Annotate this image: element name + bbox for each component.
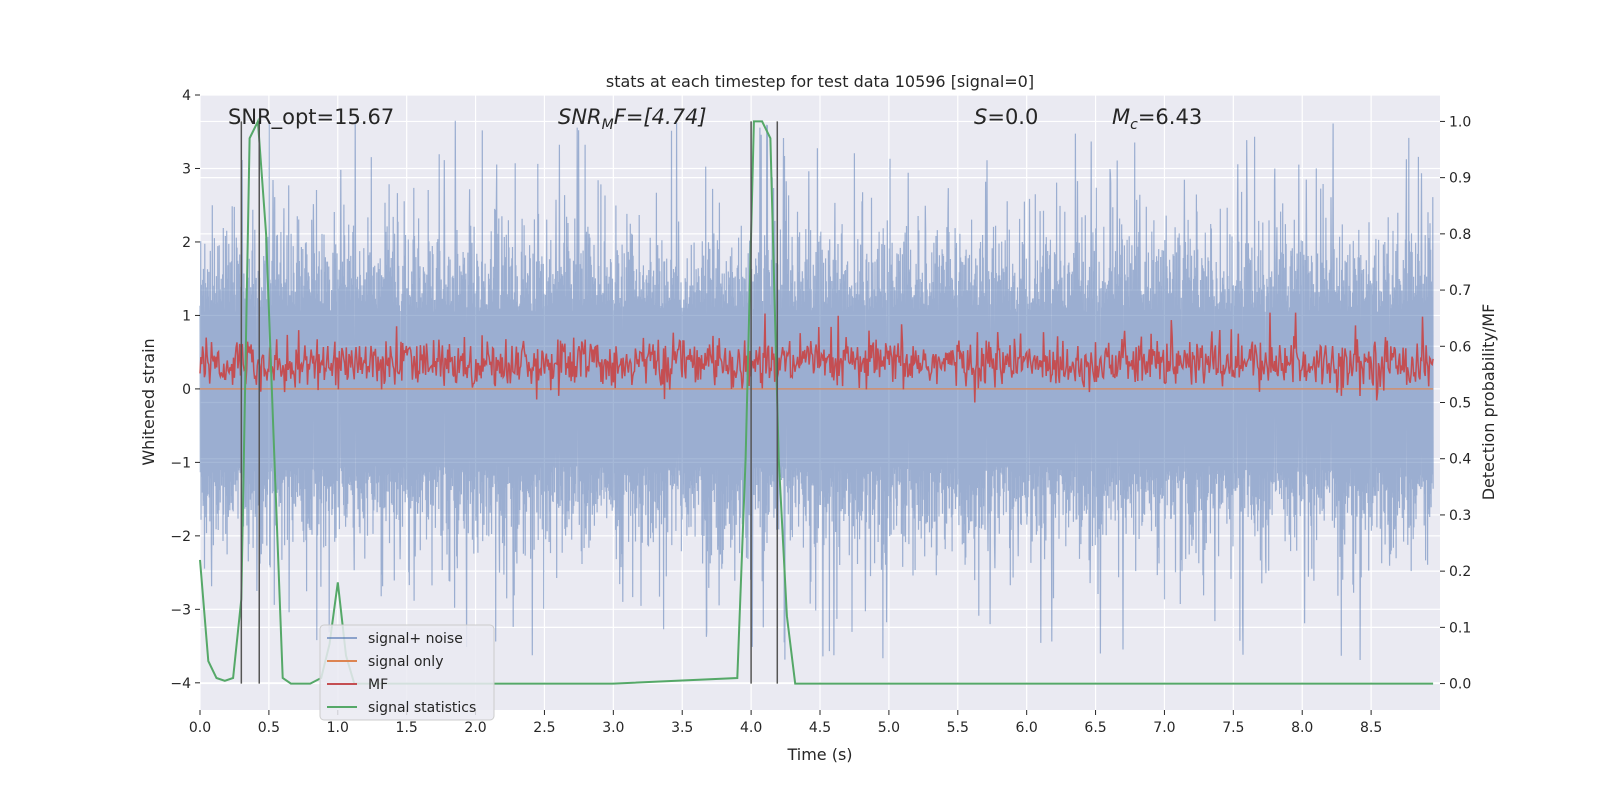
- annotation-mc-post: =6.43: [1138, 105, 1202, 129]
- annotation-s-pre: S: [974, 105, 987, 129]
- x-tick-label: 0.0: [189, 720, 211, 736]
- y2-tick-label: 0.0: [1449, 677, 1471, 693]
- y-tick-label: −2: [170, 529, 191, 545]
- x-tick-label: 8.0: [1291, 720, 1313, 736]
- y2-axis-ticks: 1.0 0.9 0.8 0.7 0.6 0.5 0.4 0.3 0.2 0.1 0.0: [1440, 114, 1471, 693]
- legend: signal+ noise signal only MF signal stat…: [319, 624, 495, 721]
- y2-tick-label: 0.8: [1449, 227, 1471, 243]
- annotation-snr-mf-post: F=[4.74]: [614, 105, 707, 129]
- legend-label-signal-statistics: signal statistics: [368, 700, 476, 716]
- x-axis-label: Time (s): [786, 745, 852, 764]
- vertical-markers: [240, 121, 779, 684]
- annotation-mc-sub: c: [1130, 117, 1138, 133]
- signal-noise-line: [199, 120, 1434, 661]
- x-tick-label: 4.0: [740, 720, 762, 736]
- y2-tick-label: 1.0: [1449, 114, 1471, 130]
- x-tick-label: 7.0: [1153, 720, 1175, 736]
- legend-label-signal-only: signal only: [368, 654, 443, 670]
- y2-tick-label: 0.2: [1449, 564, 1471, 580]
- y2-tick-label: 0.5: [1449, 396, 1471, 412]
- legend-label-mf: MF: [368, 677, 388, 693]
- x-tick-label: 3.0: [602, 720, 624, 736]
- x-tick-label: 8.5: [1360, 720, 1382, 736]
- x-tick-label: 4.5: [809, 720, 831, 736]
- y-tick-label: 3: [182, 161, 191, 177]
- annotation-snr-opt: SNR_opt=15.67: [228, 105, 394, 130]
- annotation-snr-mf-pre: SNR: [558, 105, 602, 129]
- y2-tick-label: 0.6: [1449, 339, 1471, 355]
- y-tick-label: −4: [170, 676, 191, 692]
- annotation-snr-mf-sub: M: [602, 117, 614, 133]
- x-tick-label: 2.5: [533, 720, 555, 736]
- y2-tick-label: 0.4: [1449, 452, 1471, 468]
- x-tick-label: 3.5: [671, 720, 693, 736]
- annotation-mc-pre: M: [1112, 105, 1130, 129]
- x-axis-ticks: 0.0 0.5 1.0 1.5 2.0 2.5 3.0 3.5 4.0 4.5 5.0 5.5 6.0 6…: [189, 710, 1382, 736]
- annotation-s: S=0.0: [974, 105, 1038, 129]
- y2-tick-label: 0.9: [1449, 171, 1471, 187]
- y2-tick-label: 0.3: [1449, 508, 1471, 524]
- annotation-snr-mf: SNRMF=[4.74]: [558, 105, 707, 133]
- y2-axis-label: Detection probability/MF: [1479, 304, 1498, 501]
- y2-tick-label: 0.7: [1449, 283, 1471, 299]
- y-tick-label: −1: [170, 455, 191, 471]
- x-tick-label: 1.5: [396, 720, 418, 736]
- mf-line: [199, 312, 1434, 403]
- y-axis-ticks: 4 3 2 1 0 −1 −2 −3 −4: [170, 88, 200, 692]
- annotation-mc: Mc=6.43: [1112, 105, 1202, 133]
- legend-label-signal-noise: signal+ noise: [368, 631, 463, 647]
- x-tick-label: 6.5: [1084, 720, 1106, 736]
- y-tick-label: 1: [182, 308, 191, 324]
- y-tick-label: −3: [170, 602, 191, 618]
- y-tick-label: 4: [182, 88, 191, 104]
- x-tick-label: 1.0: [327, 720, 349, 736]
- x-tick-label: 7.5: [1222, 720, 1244, 736]
- x-tick-label: 2.0: [464, 720, 486, 736]
- x-tick-label: 5.5: [947, 720, 969, 736]
- y-tick-label: 2: [182, 235, 191, 251]
- chart-title: stats at each timestep for test data 105…: [606, 72, 1034, 91]
- x-tick-label: 5.0: [878, 720, 900, 736]
- annotation-s-post: =0.0: [987, 105, 1038, 129]
- x-tick-label: 0.5: [258, 720, 280, 736]
- series-mf: [199, 312, 1434, 403]
- y-axis-label: Whitened strain: [139, 338, 158, 465]
- legend-box: [319, 624, 495, 721]
- x-tick-label: 6.0: [1016, 720, 1038, 736]
- y2-tick-label: 0.1: [1449, 620, 1471, 636]
- series-signal-noise: [199, 120, 1434, 661]
- y-tick-label: 0: [182, 382, 191, 398]
